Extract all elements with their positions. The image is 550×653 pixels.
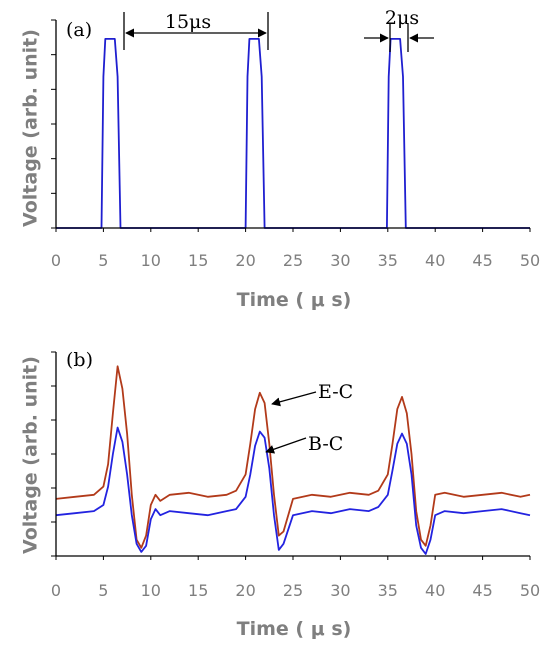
series-line-a-0 (56, 38, 530, 229)
x-tick-label-a: 15 (188, 251, 208, 270)
x-ticks-a: 0 5 10 15 20 25 30 35 40 45 50 (51, 228, 540, 270)
x-tick-label-b: 50 (520, 581, 540, 600)
series-line-b-b-c (55, 426, 531, 555)
annotation-bc-label: B-C (308, 433, 343, 455)
annotation-ec-label: E-C (318, 381, 353, 403)
x-tick-label-a: 40 (425, 251, 445, 270)
x-tick-label-b: 35 (378, 581, 398, 600)
panel-label-b: (b) (66, 349, 93, 371)
x-tick-label-b: 5 (98, 581, 108, 600)
x-tick-label-a: 5 (98, 251, 108, 270)
annotation-2us-label: 2μs (385, 7, 419, 29)
x-tick-label-a: 0 (51, 251, 61, 270)
axes-a (51, 19, 530, 229)
x-tick-label-a: 45 (472, 251, 492, 270)
panel-label-a: (a) (66, 19, 92, 41)
x-tick-label-a: 20 (235, 251, 255, 270)
x-tick-label-a: 10 (141, 251, 161, 270)
x-tick-label-b: 15 (188, 581, 208, 600)
x-tick-label-b: 20 (235, 581, 255, 600)
annotation-ec-arrow (271, 391, 317, 407)
x-tick-label-a: 50 (520, 251, 540, 270)
x-tick-label-b: 25 (283, 581, 303, 600)
chart-panel-a: Voltage (arb. unit) 0 5 10 15 20 25 30 35 40 45 50… (20, 7, 541, 311)
y-axis-title-b: Voltage (arb. unit) (20, 356, 42, 554)
x-ticks-b: 0 5 10 15 20 25 30 35 40 45 50 (51, 556, 540, 600)
series-line-b-e-c (55, 365, 531, 549)
x-tick-label-a: 30 (330, 251, 350, 270)
x-tick-label-a: 35 (378, 251, 398, 270)
x-tick-label-b: 0 (51, 581, 61, 600)
x-tick-label-b: 30 (330, 581, 350, 600)
chart-panel-b: Voltage (arb. unit) 0 5 10 15 20 25 30 35 40 45 50… (20, 349, 541, 640)
x-tick-label-a: 25 (283, 251, 303, 270)
series-group-a (56, 38, 530, 229)
y-axis-title-a: Voltage (arb. unit) (20, 29, 42, 227)
x-tick-label-b: 40 (425, 581, 445, 600)
x-tick-label-b: 10 (141, 581, 161, 600)
x-tick-label-b: 45 (472, 581, 492, 600)
x-axis-title-a: Time ( μ s) (237, 289, 352, 311)
annotation-bc-arrow (265, 437, 307, 454)
annotation-15us-label: 15μs (165, 11, 211, 33)
series-group-b (55, 365, 531, 555)
x-axis-title-b: Time ( μ s) (237, 618, 352, 640)
